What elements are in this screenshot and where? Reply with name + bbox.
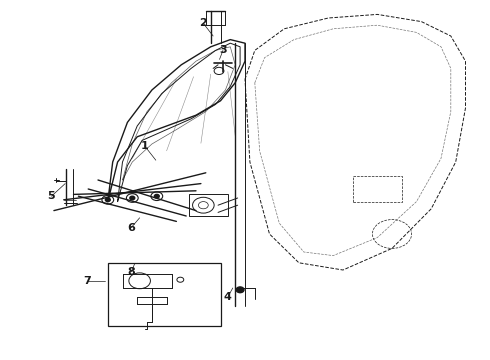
Circle shape xyxy=(236,287,244,293)
Text: 5: 5 xyxy=(48,191,55,201)
Bar xyxy=(189,194,228,216)
Text: 6: 6 xyxy=(127,222,135,233)
Text: 4: 4 xyxy=(224,292,232,302)
Text: 7: 7 xyxy=(83,276,91,286)
Text: 1: 1 xyxy=(141,141,148,151)
Bar xyxy=(353,176,402,202)
Circle shape xyxy=(130,196,135,200)
Circle shape xyxy=(105,198,110,202)
Circle shape xyxy=(154,194,159,198)
Text: 3: 3 xyxy=(219,45,227,55)
Bar xyxy=(108,263,220,326)
Text: 2: 2 xyxy=(199,18,207,28)
Text: 8: 8 xyxy=(127,267,135,277)
